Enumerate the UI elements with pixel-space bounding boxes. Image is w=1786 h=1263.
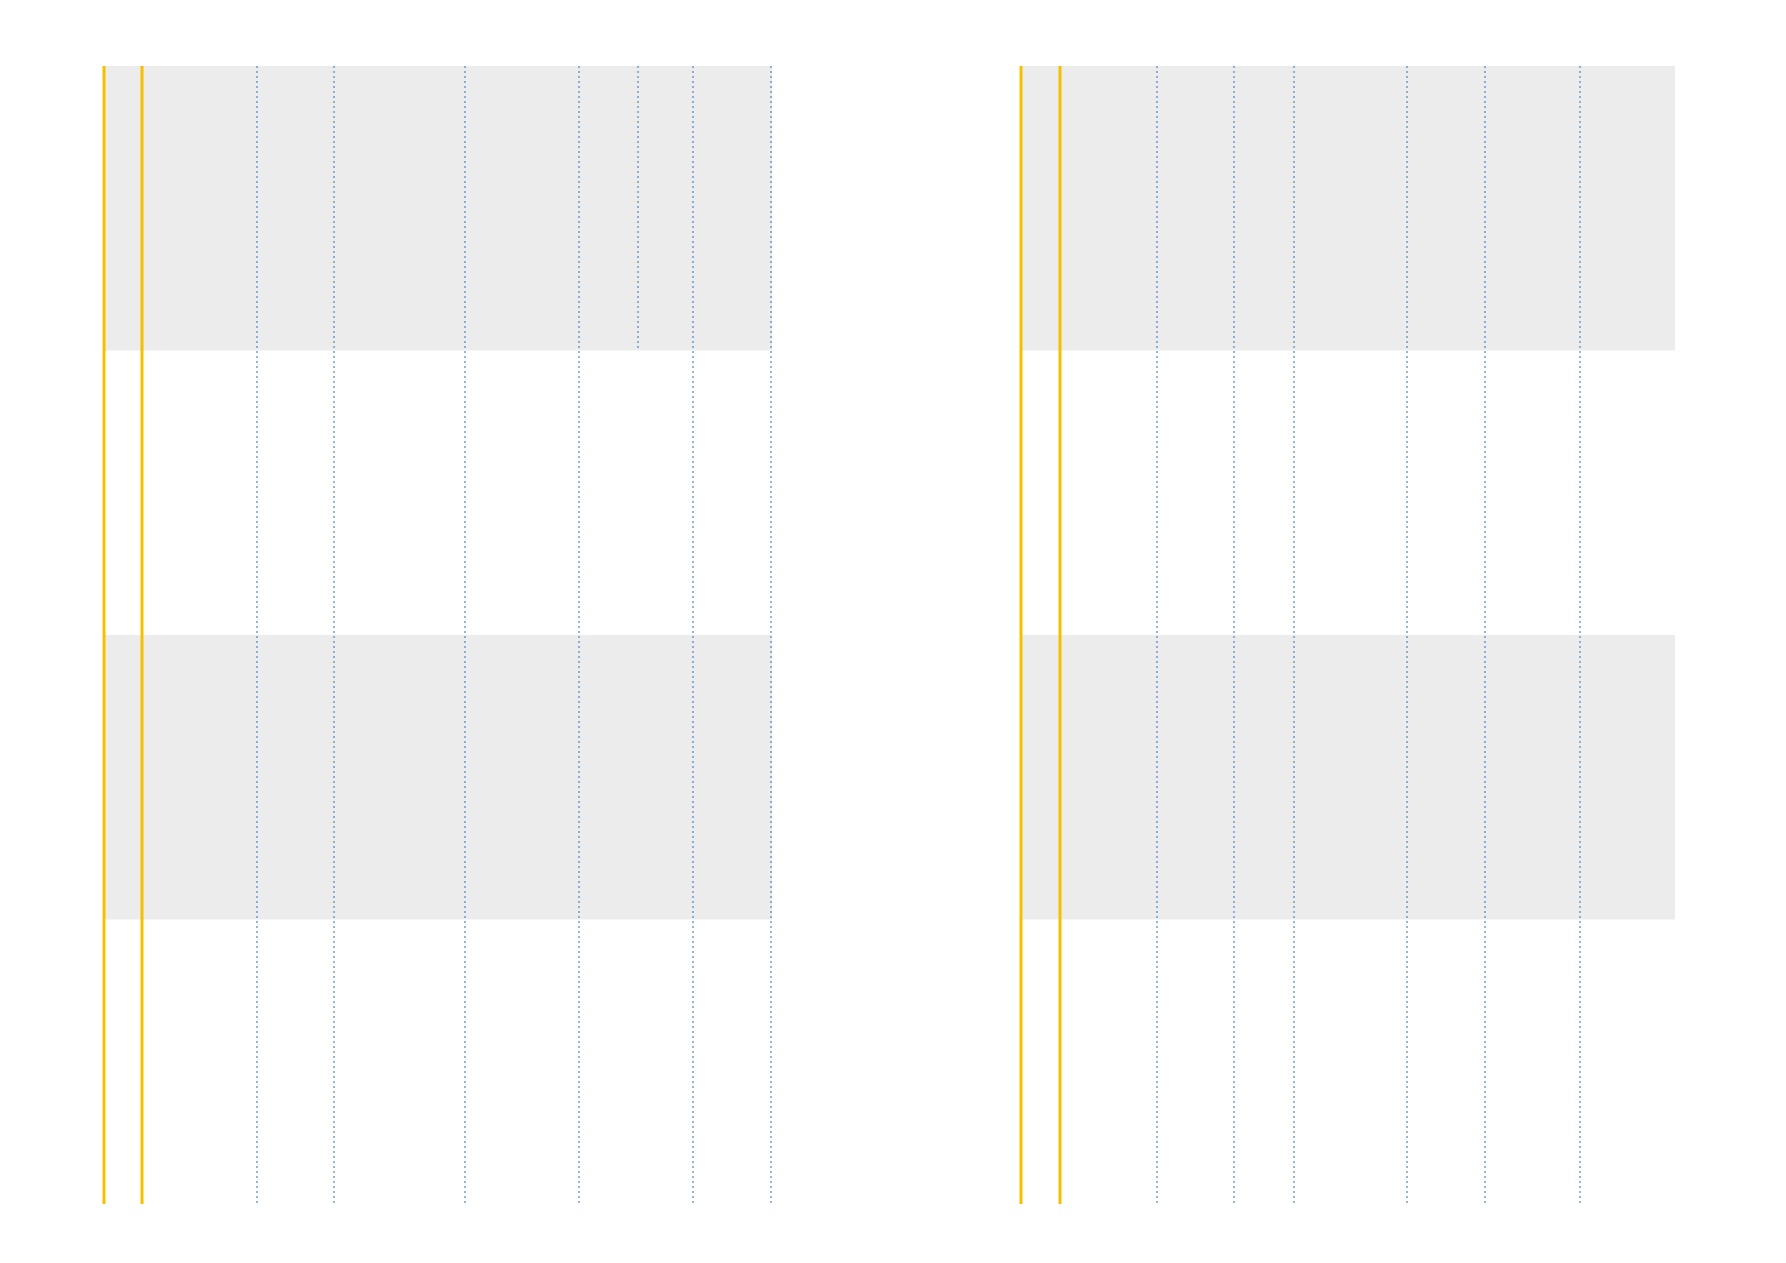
right-panel [1019,66,1675,1204]
shaded-band-2 [104,635,772,920]
shaded-band-1 [1021,66,1675,351]
shaded-band-2 [1021,635,1675,920]
shaded-band-1 [104,66,772,351]
left-panel [102,66,772,1204]
